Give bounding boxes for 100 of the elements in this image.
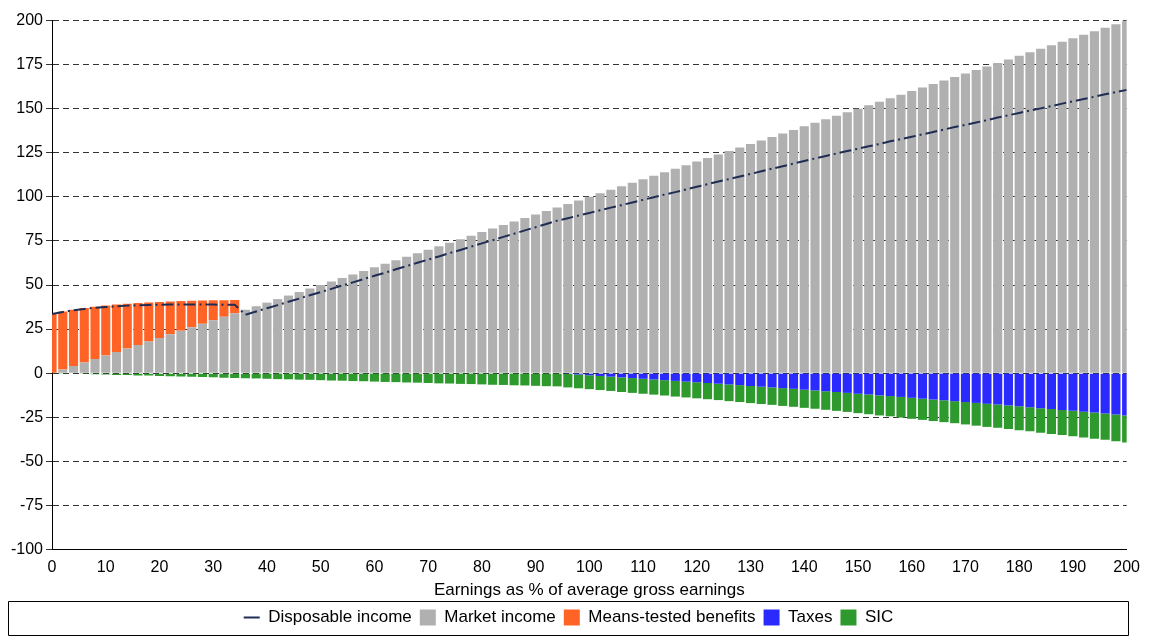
bar	[240, 309, 251, 373]
bar	[1089, 31, 1099, 373]
bar	[111, 351, 122, 373]
legend-label: Means-tested benefits	[588, 607, 756, 627]
bar	[359, 270, 369, 373]
x-tick-label: 10	[96, 558, 115, 576]
bar	[402, 256, 412, 373]
bar	[874, 101, 885, 373]
bar	[531, 373, 541, 386]
x-tick-label: 200	[1113, 558, 1141, 576]
bar	[874, 373, 885, 396]
x-tick-label: 40	[258, 558, 276, 576]
y-tick-label: 75	[25, 231, 44, 249]
bar	[831, 115, 842, 373]
bar	[788, 388, 799, 407]
bar	[369, 373, 379, 382]
bar	[283, 295, 294, 373]
bar	[702, 383, 713, 400]
x-tick-label: 70	[419, 558, 438, 576]
bar	[960, 73, 971, 373]
bar	[788, 129, 799, 373]
bar	[445, 373, 455, 384]
bar	[488, 373, 498, 385]
bar	[627, 378, 637, 393]
x-axis-title: Earnings as % of average gross earnings	[433, 580, 745, 600]
y-tick-label: 100	[16, 187, 44, 205]
bar	[111, 304, 122, 352]
bar	[917, 87, 928, 373]
bar	[68, 366, 79, 373]
bar	[660, 373, 670, 381]
bar	[154, 301, 165, 338]
bar	[960, 373, 971, 403]
x-tick-label: 30	[204, 558, 223, 576]
y-tick-label: 150	[16, 99, 44, 117]
y-tick-label: -50	[19, 451, 44, 469]
bar	[574, 374, 584, 389]
bar	[1046, 45, 1056, 373]
bar	[154, 337, 165, 373]
legend-label: SIC	[864, 607, 894, 627]
x-tick-label: 20	[150, 558, 169, 576]
x-tick-label: 80	[472, 558, 491, 576]
bar	[197, 300, 208, 324]
y-tick-label: -100	[10, 539, 44, 557]
x-tick-label: 190	[1059, 558, 1087, 576]
bar	[745, 386, 756, 404]
bar	[627, 182, 637, 373]
bar	[412, 373, 422, 383]
bar	[960, 402, 971, 425]
x-tick-label: 150	[844, 558, 872, 576]
bar	[745, 373, 756, 386]
bar	[445, 242, 455, 373]
bar	[584, 196, 594, 373]
bar	[369, 267, 379, 373]
bar	[745, 143, 756, 373]
bar	[574, 200, 584, 373]
bar	[788, 373, 799, 389]
bar	[874, 395, 885, 416]
legend-label: Market income	[444, 607, 556, 627]
x-tick-label: 50	[311, 558, 330, 576]
x-tick-label: 120	[683, 558, 711, 576]
x-tick-label: 60	[365, 558, 384, 576]
bar	[917, 373, 928, 399]
bar	[359, 373, 369, 382]
bar	[1089, 412, 1099, 439]
bar	[326, 281, 336, 373]
legend-label: Disposable income	[268, 607, 412, 627]
bar	[488, 228, 498, 373]
bar	[1079, 34, 1089, 373]
y-tick-label: 200	[16, 11, 44, 29]
y-tick-label: -25	[19, 407, 44, 425]
bar	[455, 373, 465, 384]
y-tick-label: 175	[16, 55, 44, 73]
bar	[917, 398, 928, 420]
y-tick-label: 50	[25, 275, 44, 293]
x-tick-label: 110	[630, 558, 656, 576]
bar	[1003, 405, 1014, 430]
bar	[702, 158, 713, 373]
bar	[831, 391, 842, 411]
y-tick-label: 25	[25, 319, 44, 337]
x-tick-label: 100	[575, 558, 603, 576]
bar	[68, 309, 79, 367]
x-tick-label: 90	[526, 558, 545, 576]
bar	[831, 373, 842, 392]
bar	[498, 373, 508, 385]
bar	[197, 323, 208, 373]
x-tick-label: 140	[790, 558, 818, 576]
bar	[1079, 373, 1089, 412]
bar	[326, 373, 336, 381]
bar	[1003, 373, 1014, 406]
bar	[1046, 373, 1056, 410]
bar	[541, 210, 551, 373]
bar	[531, 214, 541, 373]
x-tick-label: 130	[737, 558, 764, 576]
bar	[660, 380, 670, 396]
bar	[541, 373, 551, 387]
y-tick-label: -75	[19, 495, 44, 513]
bar	[455, 239, 465, 373]
bar	[58, 369, 68, 373]
y-tick-label: 125	[16, 143, 44, 161]
bar	[617, 186, 627, 373]
